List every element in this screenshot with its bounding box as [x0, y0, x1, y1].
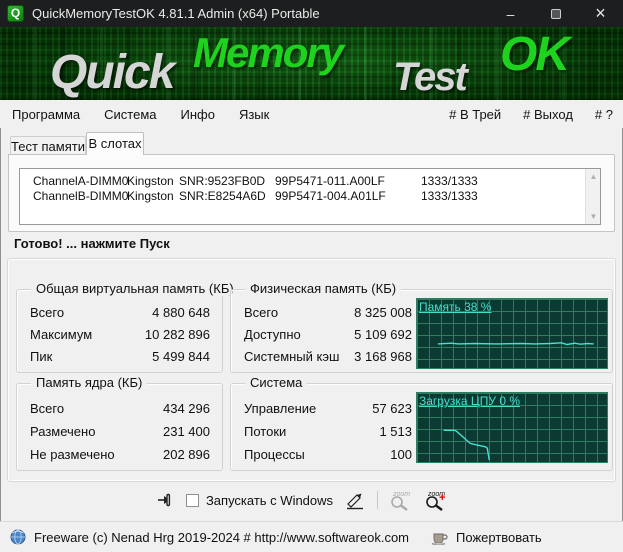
- maximize-icon: [550, 8, 561, 19]
- stat-label: Управление: [244, 401, 317, 416]
- titlebar: Q QuickMemoryTestOK 4.81.1 Admin (x64) P…: [0, 0, 623, 27]
- stat-label: Не размечено: [30, 447, 115, 462]
- stat-label: Доступно: [244, 327, 301, 342]
- minimize-button[interactable]: –: [506, 5, 515, 22]
- menubar: Программа Система Инфо Язык # В Трей # В…: [0, 100, 623, 128]
- toolbar-divider: [377, 491, 379, 509]
- slots-listbox[interactable]: ChannelA-DIMM0 Kingston SNR:9523FB0D 99P…: [19, 168, 601, 225]
- pin-icon[interactable]: [157, 491, 175, 509]
- svg-text:zoom: zoom: [392, 491, 410, 498]
- donate-label[interactable]: Пожертвовать: [456, 529, 542, 545]
- stats-panel: Общая виртуальная память (КБ) Всего 4 880…: [7, 258, 616, 482]
- logo-ok: OK: [500, 28, 570, 81]
- slots-tab-panel: ChannelA-DIMM0 Kingston SNR:9523FB0D 99P…: [8, 154, 615, 232]
- copyright-text: Freeware (c) Nenad Hrg 2019-2024 # http:…: [34, 529, 410, 545]
- tab-in-slots[interactable]: В слотах: [86, 132, 144, 155]
- tab-memory-test[interactable]: Тест памяти: [10, 136, 86, 155]
- menu-system[interactable]: Система: [104, 106, 157, 122]
- slot-channel: ChannelA-DIMM0: [33, 174, 129, 188]
- stat-value: 100: [390, 447, 412, 462]
- menu-language[interactable]: Язык: [238, 106, 270, 122]
- stat-value: 5 499 844: [152, 349, 210, 364]
- group-physical-memory: Физическая память (КБ) Всего 8 325 008 До…: [230, 281, 613, 373]
- statusbar: Freeware (c) Nenad Hrg 2019-2024 # http:…: [0, 521, 623, 552]
- stat-value: 10 282 896: [144, 327, 210, 342]
- memory-usage-graph: Память 38 %: [416, 298, 608, 369]
- memory-graph-label: Память 38 %: [419, 300, 492, 314]
- app-icon: Q: [7, 5, 24, 22]
- slot-part-number: 99P5471-004.A01LF: [275, 189, 386, 203]
- menu-exit[interactable]: # Выход: [523, 106, 573, 122]
- stat-value: 231 400: [163, 424, 210, 439]
- stat-value: 3 168 968: [354, 349, 412, 364]
- logo-quick: Quick: [50, 46, 175, 99]
- group-system: Система Управление 57 623 Потоки 1 513 Про…: [230, 375, 613, 471]
- menu-to-tray[interactable]: # В Трей: [449, 106, 502, 122]
- zoom-out-icon[interactable]: zoom: [389, 490, 413, 511]
- globe-icon: [10, 529, 26, 545]
- group-title: Система: [245, 375, 308, 390]
- group-virtual-memory: Общая виртуальная память (КБ) Всего 4 880…: [16, 281, 239, 373]
- banner: Quick Memory Test OK: [0, 27, 623, 100]
- stat-value: 202 896: [163, 447, 210, 462]
- slot-speed: 1333/1333: [421, 174, 478, 188]
- autostart-checkbox[interactable]: [185, 493, 199, 507]
- close-button[interactable]: ×: [595, 3, 606, 23]
- autostart-label[interactable]: Запускать с Windows: [205, 492, 334, 508]
- stat-label: Всего: [244, 305, 279, 320]
- status-message: Готово! ... нажмите Пуск: [14, 236, 170, 251]
- slot-serial: SNR:9523FB0D: [179, 174, 266, 188]
- group-kernel-memory: Память ядра (КБ) Всего 434 296 Размечено 2…: [16, 375, 223, 471]
- list-scrollbar[interactable]: ▲ ▼: [585, 169, 600, 224]
- svg-text:zoom: zoom: [427, 491, 445, 498]
- slot-part-number: 99P5471-011.A00LF: [275, 174, 385, 188]
- stat-label: Всего: [30, 401, 65, 416]
- stat-value: 57 623: [372, 401, 412, 416]
- cpu-graph-label: Загрузка ЦПУ 0 %: [419, 394, 520, 408]
- slot-channel: ChannelB-DIMM0: [33, 189, 129, 203]
- matrix-rain-texture: [0, 27, 623, 100]
- svg-text:+: +: [439, 492, 445, 504]
- stat-value: 8 325 008: [354, 305, 412, 320]
- slot-serial: SNR:E8254A6D: [179, 189, 266, 203]
- stat-label: Процессы: [244, 447, 305, 462]
- scroll-up-icon[interactable]: ▲: [589, 172, 598, 181]
- menu-program[interactable]: Программа: [12, 106, 81, 122]
- coffee-cup-icon: [431, 533, 448, 545]
- stat-value: 434 296: [163, 401, 210, 416]
- menu-help[interactable]: # ?: [594, 106, 613, 122]
- stat-label: Всего: [30, 305, 65, 320]
- slot-row[interactable]: ChannelA-DIMM0 Kingston SNR:9523FB0D 99P…: [20, 174, 584, 189]
- cpu-load-graph: Загрузка ЦПУ 0 %: [416, 392, 608, 463]
- edit-pencil-icon[interactable]: [344, 491, 366, 510]
- menu-info[interactable]: Инфо: [180, 106, 215, 122]
- logo-memory: Memory: [193, 29, 344, 76]
- zoom-in-icon[interactable]: zoom +: [424, 490, 450, 511]
- slot-row[interactable]: ChannelB-DIMM0 Kingston SNR:E8254A6D 99P…: [20, 189, 584, 204]
- scroll-down-icon[interactable]: ▼: [589, 212, 598, 221]
- maximize-button[interactable]: [533, 0, 578, 27]
- stat-label: Системный кэш: [244, 349, 340, 364]
- window-title: QuickMemoryTestOK 4.81.1 Admin (x64) Por…: [32, 6, 320, 21]
- group-title: Общая виртуальная память (КБ): [31, 281, 239, 296]
- logo-test: Test: [393, 55, 468, 99]
- stat-label: Максимум: [30, 327, 93, 342]
- stat-value: 4 880 648: [152, 305, 210, 320]
- donate-button[interactable]: Пожертвовать: [431, 530, 542, 545]
- slot-speed: 1333/1333: [421, 189, 478, 203]
- bottom-toolbar: Запускать с Windows zoom zoom +: [0, 487, 615, 513]
- slot-vendor: Kingston: [127, 189, 174, 203]
- stat-label: Размечено: [30, 424, 96, 439]
- stat-value: 1 513: [379, 424, 412, 439]
- stat-label: Потоки: [244, 424, 287, 439]
- stat-label: Пик: [30, 349, 53, 364]
- group-title: Физическая память (КБ): [245, 281, 402, 296]
- stat-value: 5 109 692: [354, 327, 412, 342]
- group-title: Память ядра (КБ): [31, 375, 148, 390]
- slot-vendor: Kingston: [127, 174, 174, 188]
